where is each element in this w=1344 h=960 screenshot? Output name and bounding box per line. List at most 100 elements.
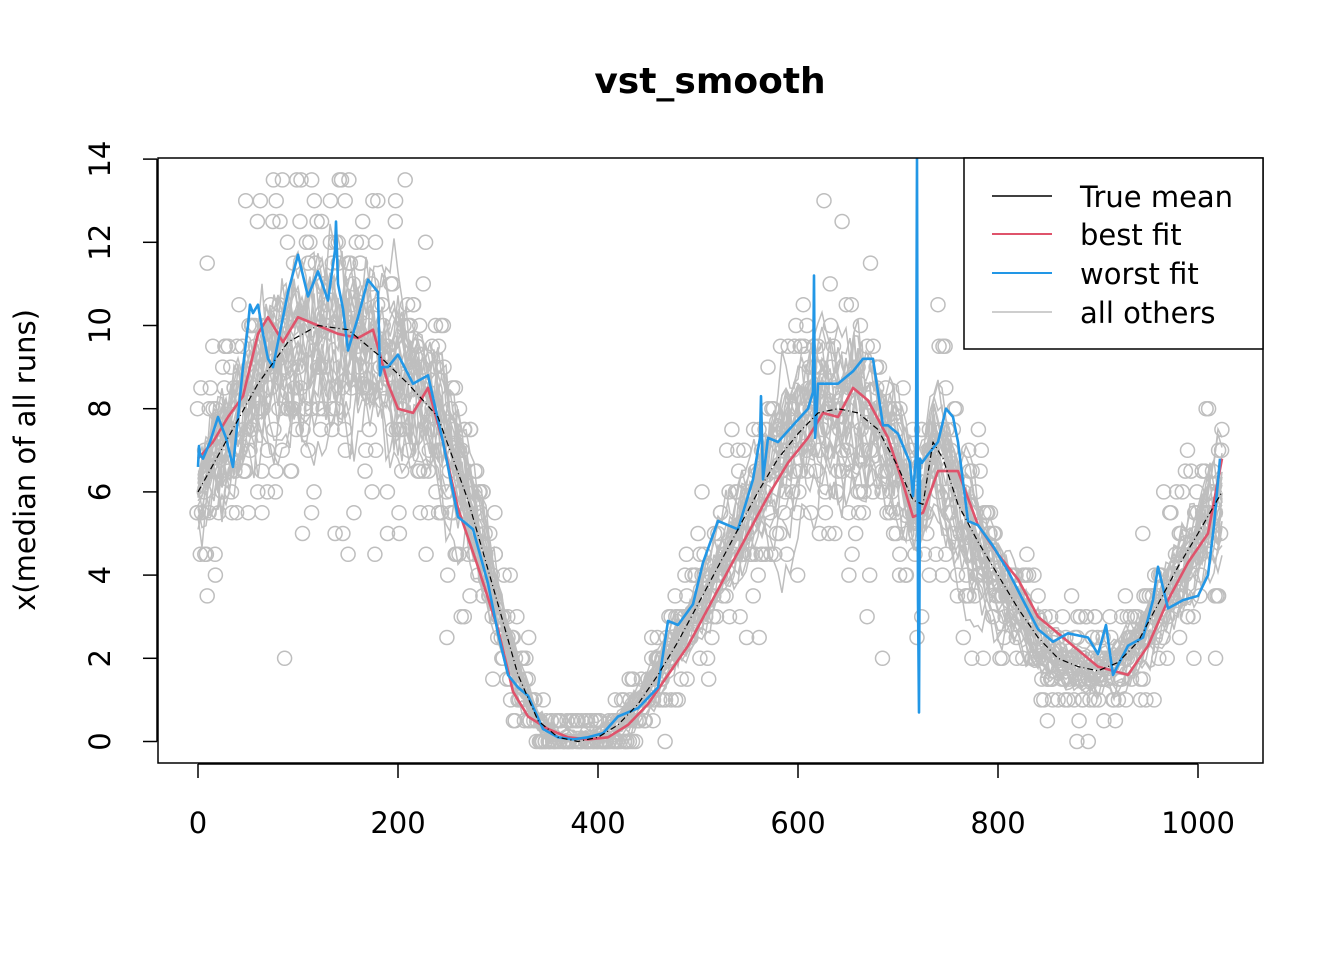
observation-point — [827, 525, 843, 542]
observation-point — [341, 172, 357, 188]
observation-point — [904, 421, 921, 438]
x-tick-label: 0 — [189, 806, 207, 840]
observation-point — [367, 234, 384, 251]
observation-point — [401, 442, 417, 459]
observation-point — [453, 608, 469, 625]
observation-point — [715, 567, 732, 583]
observation-point — [1155, 629, 1171, 646]
observation-point — [990, 588, 1007, 604]
observation-point — [676, 608, 693, 625]
observation-point — [957, 588, 974, 604]
y-axis-label: x(median of all runs) — [8, 309, 42, 611]
observation-point — [1071, 712, 1087, 729]
observation-point — [1209, 588, 1225, 604]
observation-point — [1179, 442, 1196, 459]
other-run-line — [197, 293, 1223, 743]
observation-point — [460, 546, 476, 563]
observation-point — [1096, 712, 1112, 729]
observation-point — [961, 588, 977, 604]
y-tick-label: 6 — [83, 483, 117, 501]
observation-point — [1072, 671, 1088, 687]
observation-point — [1098, 671, 1115, 687]
observation-point — [335, 525, 351, 542]
observation-point — [509, 608, 525, 625]
observation-point — [667, 588, 683, 604]
observation-point — [467, 484, 483, 500]
observation-point — [921, 421, 938, 438]
observation-point — [964, 650, 980, 667]
observation-point — [333, 172, 350, 188]
observation-point — [1171, 629, 1188, 646]
observation-point — [496, 608, 512, 625]
observation-point — [874, 463, 891, 479]
observation-point — [887, 400, 903, 417]
observation-point — [844, 463, 861, 479]
observation-point — [485, 671, 501, 687]
x-tick-label: 200 — [370, 806, 425, 840]
observation-point — [211, 442, 228, 459]
observation-point — [767, 546, 783, 563]
observation-point — [985, 608, 1001, 625]
observation-point — [987, 525, 1003, 542]
observation-point — [821, 525, 837, 542]
observation-point — [838, 442, 855, 459]
observation-point — [784, 484, 801, 500]
observation-point — [312, 359, 329, 375]
observation-point — [758, 546, 774, 563]
observation-point — [704, 629, 720, 646]
observation-point — [1165, 567, 1181, 583]
observation-point — [1173, 525, 1189, 542]
observation-point — [984, 567, 1001, 583]
observation-point — [727, 525, 744, 542]
observation-point — [462, 421, 479, 438]
observation-point — [625, 671, 641, 687]
observation-point — [730, 463, 747, 479]
observation-point — [1069, 733, 1085, 750]
observation-point — [862, 255, 879, 271]
observation-point — [612, 733, 629, 750]
observation-point — [1151, 650, 1167, 667]
axes-layer: 0 200 400 600 800 1000 0 2 4 6 8 10 12 14 — [83, 141, 1235, 840]
observation-point — [192, 546, 209, 563]
observation-point — [657, 733, 673, 750]
observation-point — [975, 650, 991, 667]
observation-point — [774, 442, 791, 459]
observation-point — [988, 546, 1004, 563]
observation-point — [1129, 608, 1146, 625]
observation-point — [724, 421, 740, 438]
observation-point — [817, 504, 834, 521]
observation-point — [801, 359, 818, 375]
observation-point — [982, 504, 999, 521]
observation-point — [717, 546, 733, 563]
observation-point — [817, 484, 833, 500]
observation-point — [690, 525, 706, 542]
observation-point — [189, 400, 206, 417]
observation-point — [1014, 608, 1031, 625]
observation-point — [271, 400, 287, 417]
observation-point — [696, 567, 712, 583]
observation-point — [345, 276, 361, 292]
observation-point — [782, 421, 798, 438]
observation-point — [279, 234, 296, 251]
observation-point — [823, 359, 839, 375]
observation-point — [990, 567, 1007, 583]
observation-point — [516, 712, 533, 729]
observation-point — [931, 338, 947, 355]
legend-label-true-mean: True mean — [1079, 180, 1233, 214]
observation-point — [921, 567, 938, 583]
observation-point — [1171, 546, 1188, 563]
observation-point — [633, 671, 650, 687]
observation-point — [822, 317, 839, 334]
observation-point — [388, 421, 405, 438]
observation-point — [469, 525, 486, 542]
observation-point — [882, 400, 898, 417]
observation-point — [433, 504, 450, 521]
observation-point — [1200, 400, 1217, 417]
observation-point — [487, 546, 504, 563]
observation-point — [770, 421, 786, 438]
observation-point — [898, 567, 915, 583]
observation-point — [306, 484, 322, 500]
observation-point — [205, 338, 221, 355]
observation-point — [343, 296, 360, 313]
observation-point — [363, 276, 380, 292]
